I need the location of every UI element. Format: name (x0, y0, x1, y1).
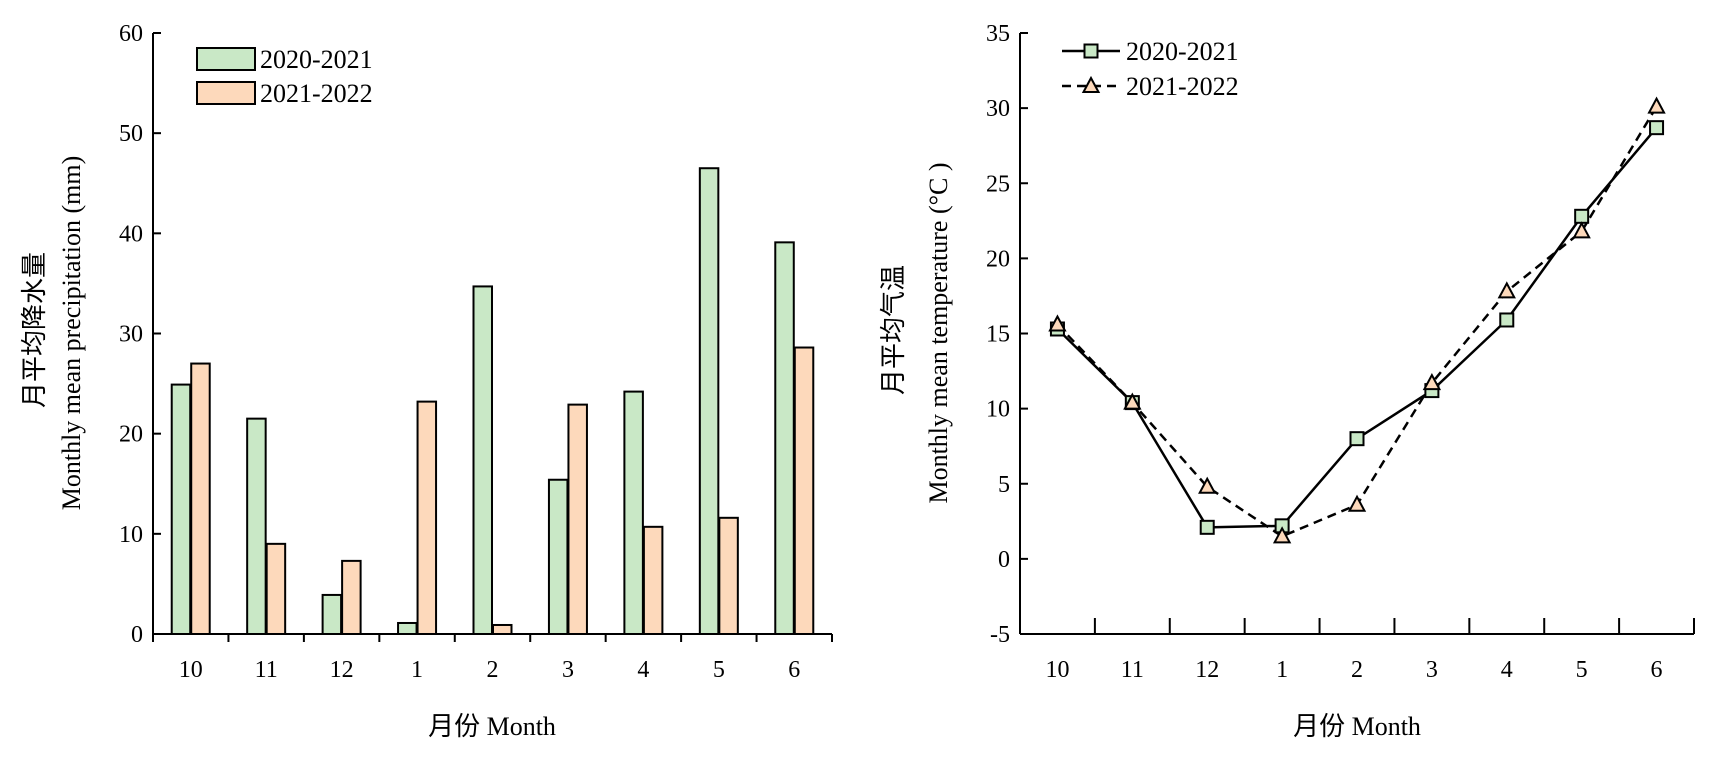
point-2021-2022-4 (1497, 281, 1516, 299)
legend-label: 2021-2022 (1126, 72, 1239, 101)
point-2020-2021-4 (1499, 312, 1515, 328)
bar-2021-2022-10 (190, 362, 211, 635)
legend-swatch-2021-2022 (196, 81, 256, 105)
bar-2021-2022-4 (642, 525, 664, 635)
x-tick-label: 1 (411, 657, 423, 683)
x-tick-label: 1 (1276, 657, 1288, 683)
y-tick-label: 20 (119, 422, 143, 448)
x-tick-label: 12 (330, 657, 354, 683)
bar-2020-2021-2 (472, 285, 493, 635)
bar-2020-2021-12 (321, 593, 343, 635)
bar-2020-2021-4 (623, 390, 644, 636)
y-axis-title-en: Monthly mean precipitation (mm) (57, 156, 86, 511)
bar-2020-2021-6 (774, 241, 795, 635)
point-2021-2022-5 (1572, 221, 1591, 239)
x-tick-label: 6 (1651, 657, 1663, 683)
y-tick-label: 60 (119, 21, 143, 47)
x-axis-title: 月份 Month (1293, 712, 1421, 741)
y-axis-title-en: Monthly mean temperature (°C ) (924, 162, 953, 503)
point-2020-2021-6 (1649, 120, 1665, 136)
x-tick-label: 6 (788, 657, 800, 683)
x-tick-label: 11 (255, 657, 278, 683)
bar-2021-2022-11 (265, 542, 287, 635)
point-2021-2022-6 (1647, 96, 1666, 114)
y-tick-label: 20 (986, 246, 1010, 272)
y-tick-label: -5 (990, 622, 1010, 648)
series-line-2021-2022 (1056, 105, 1658, 538)
y-tick-label: 50 (119, 121, 143, 147)
x-tick-label: 2 (1351, 657, 1363, 683)
bar-2020-2021-3 (547, 478, 569, 636)
point-2020-2021-12 (1199, 519, 1215, 535)
x-tick-label: 12 (1195, 657, 1219, 683)
x-tick-label: 3 (1426, 657, 1438, 683)
y-axis-title-cn: 月平均降水量 (20, 252, 49, 408)
y-tick-label: 35 (986, 21, 1010, 47)
point-2021-2022-10 (1048, 314, 1067, 332)
x-tick-label: 4 (1501, 657, 1513, 683)
legend-swatch-2020-2021 (196, 47, 256, 71)
x-tick-label: 5 (1576, 657, 1588, 683)
bar-2020-2021-11 (246, 417, 267, 635)
y-tick-label: 10 (119, 522, 143, 548)
y-axis-title-cn: 月平均气温 (879, 265, 908, 395)
bar-2021-2022-12 (341, 559, 362, 636)
point-2021-2022-2 (1347, 494, 1367, 512)
y-tick-label: 40 (119, 221, 143, 247)
bar-2021-2022-5 (718, 516, 739, 635)
legend-label: 2020-2021 (1126, 37, 1239, 66)
x-tick-label: 11 (1121, 657, 1144, 683)
x-tick-label: 4 (637, 657, 649, 683)
x-tick-label: 10 (179, 657, 203, 683)
legend-label: 2020-2021 (260, 45, 373, 74)
legend-marker-2021-2022 (1081, 75, 1101, 93)
bar-2020-2021-1 (397, 621, 418, 636)
point-2021-2022-12 (1198, 476, 1217, 494)
bar-2021-2022-3 (567, 403, 588, 636)
x-tick-label: 10 (1045, 657, 1069, 683)
series-line-2020-2021 (1056, 126, 1658, 529)
bar-2020-2021-5 (698, 167, 720, 635)
bar-2021-2022-2 (492, 623, 513, 635)
point-2020-2021-2 (1349, 431, 1365, 447)
point-2021-2022-3 (1422, 372, 1442, 391)
y-tick-label: 15 (986, 322, 1010, 348)
y-tick-label: 0 (998, 547, 1010, 573)
y-tick-label: 30 (986, 96, 1010, 122)
x-tick-label: 3 (562, 657, 574, 683)
y-tick-label: 0 (131, 622, 143, 648)
point-2021-2022-11 (1123, 392, 1142, 410)
x-tick-label: 2 (487, 657, 499, 683)
x-tick-label: 5 (713, 657, 725, 683)
legend-marker-2020-2021 (1083, 43, 1099, 59)
y-tick-label: 10 (986, 397, 1010, 423)
y-tick-label: 30 (119, 322, 143, 348)
bar-2021-2022-6 (793, 346, 815, 635)
y-tick-label: 25 (986, 171, 1010, 197)
point-2021-2022-1 (1272, 526, 1292, 544)
bar-2021-2022-1 (416, 400, 438, 636)
legend-label: 2021-2022 (260, 79, 373, 108)
y-tick-label: 5 (998, 472, 1010, 498)
bar-2020-2021-10 (170, 383, 192, 635)
x-axis-title: 月份 Month (428, 712, 556, 741)
point-2020-2021-5 (1574, 208, 1590, 224)
